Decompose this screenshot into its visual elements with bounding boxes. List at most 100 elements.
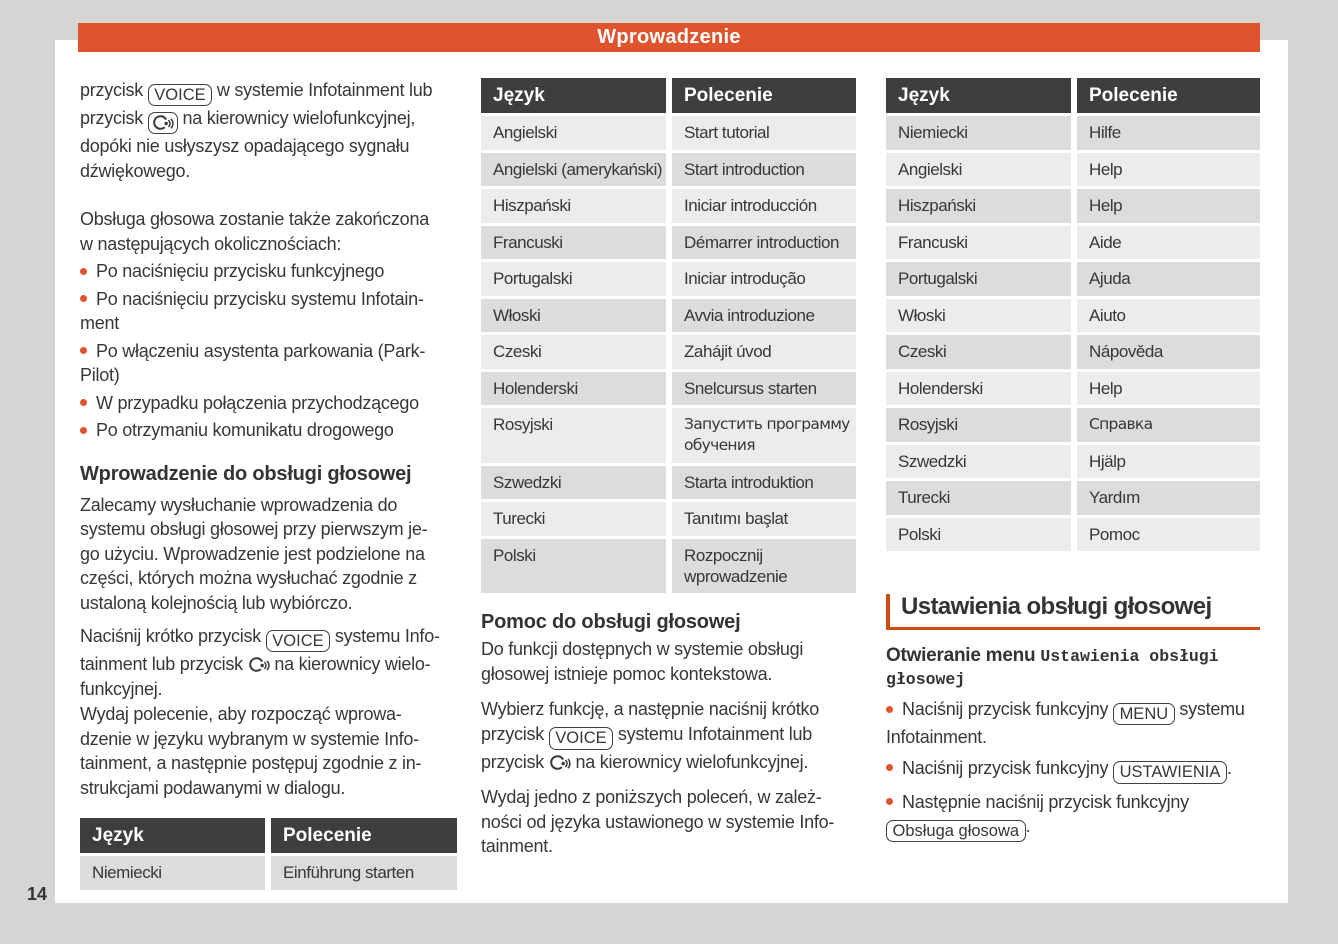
command-cell: Nápověda [1077,335,1260,369]
command-cell: Aiuto [1077,298,1260,332]
language-cell: Angielski [481,116,666,150]
open-menu-heading: Otwieranie menu Ustawienia obsługi głosow… [886,645,1219,689]
language-cell: Czeski [886,335,1071,369]
language-cell: Francuski [886,225,1071,259]
language-cell: Rosyjski [886,408,1071,442]
table-row: Angielski Start tutorial [481,116,856,150]
bullet-icon [80,347,87,354]
bullet-icon [886,705,893,713]
command-cell: Démarrer introduction [672,225,856,259]
menu-path-text: głosowej [886,670,966,689]
table-row: Niemiecki Hilfe [886,116,1260,150]
table-row: Francuski Démarrer introduction [481,225,856,259]
column-header: Polecenie [672,78,856,113]
end-conditions-paragraph: Obsługa głosowa zostanie także zakończon… [80,209,429,254]
command-cell: Ajuda [1077,262,1260,296]
select-function-paragraph: Wybierz funkcję, a następnie naciśnij kr… [481,699,820,772]
language-cell: Czeski [481,335,666,369]
table-row: Włoski Avvia introduzione [481,298,856,332]
bullet-item: W przypadku połączenia przychodzącego [80,391,457,416]
command-cell: Start tutorial [672,116,856,150]
right-column: Język Polecenie Niemiecki Hilfe Angielski Hel… [886,70,1260,848]
bullet-icon [80,267,87,275]
table-row: Polski Rozpocznij wprowadzenie [481,538,856,593]
column-header: Język [481,78,666,113]
VOICE-key-button: VOICE [147,83,213,106]
help-command-table: Język Polecenie Niemiecki Hilfe Angielski Hel… [886,78,1260,551]
table-row: Portugalski Iniciar introdução [481,262,856,296]
table-header-row: Język Polecenie [80,818,457,853]
german-intro-command-table: Język Polecenie Niemiecki Einführung starte… [80,818,457,890]
command-cell: Starta introduktion [672,465,856,499]
table-row: Turecki Yardım [886,481,1260,515]
language-cell: Włoski [886,298,1071,332]
command-cell: Yardım [1077,481,1260,515]
language-cell: Francuski [481,225,666,259]
command-cell: Zahájit úvod [672,335,856,369]
command-cell: Pomoc [1077,517,1260,551]
intro-command-table: Język Polecenie Angielski Start tutorial Ang… [481,78,856,593]
table-row: Rosyjski Справка [886,408,1260,442]
language-cell: Angielski (amerykański) [481,152,666,186]
page-number: 14 [27,884,48,904]
VOICE-key-button: VOICE [548,727,614,750]
table-row: Szwedzki Hjälp [886,444,1260,478]
language-cell: Hiszpański [886,189,1071,223]
table-row: Czeski Nápověda [886,335,1260,369]
command-cell: Hilfe [1077,116,1260,150]
page-title: Wprowadzenie [597,26,741,48]
bullet-item: Następnie naciśnij przycisk funkcyjny Obs… [886,790,1260,842]
voice-control-key-button [147,111,178,134]
table-row: Holenderski Help [886,371,1260,405]
VOICE-key-button: VOICE [265,629,331,652]
command-cell: Start introduction [672,152,856,186]
say-command-paragraph: Wydaj jedno z poniższych poleceń, w zale… [481,787,835,856]
end-conditions-list: Po naciśnięciu przycisku funkcyjnego Po n… [80,259,457,443]
command-cell: Avvia introduzione [672,298,856,332]
bullet-icon [80,399,87,406]
voice-control-icon [152,114,174,130]
language-cell: Angielski [886,152,1071,186]
table-row: Hiszpański Iniciar introducción [481,189,856,223]
bullet-icon [80,426,87,434]
column-header: Polecenie [1077,78,1260,113]
column-header: Polecenie [271,818,457,853]
language-cell: Włoski [481,298,666,332]
language-cell: Holenderski [886,371,1071,405]
table-row: Szwedzki Starta introduktion [481,465,856,499]
Obsługa głosowa-key-button: Obsługa głosowa [886,819,1026,842]
bullet-item: Po włączeniu asystenta parkowania (Park-… [80,340,426,385]
table-row: Portugalski Ajuda [886,262,1260,296]
press-voice-paragraph: Naciśnij krótko przycisk VOICE systemu I… [80,626,440,699]
USTAWIENIA-key-button: USTAWIENIA [1113,761,1227,784]
command-cell: Tanıtımı başlat [672,502,856,536]
command-cell: Aide [1077,225,1260,259]
bullet-icon [80,295,87,302]
table-row: Angielski (amerykański) Start introductio… [481,152,856,186]
command-cell: Hjälp [1077,444,1260,478]
language-cell: Portugalski [886,262,1071,296]
language-cell: Portugalski [481,262,666,296]
column-header: Język [886,78,1071,113]
table-row: Czeski Zahájit úvod [481,335,856,369]
table-row: Hiszpański Help [886,189,1260,223]
intro-voice-heading: Wprowadzenie do obsługi głosowej [80,462,412,485]
bullet-item: Naciśnij przycisk funkcyjny USTAWIENIA. [886,756,1260,784]
table-row: Turecki Tanıtımı başlat [481,502,856,536]
command-cell: Rozpocznij wprowadzenie [672,538,856,593]
left-column: przycisk VOICE w systemie Infotainment l… [80,70,457,893]
table-row: Angielski Help [886,152,1260,186]
command-cell: Help [1077,189,1260,223]
MENU-key-button: MENU [1113,702,1175,725]
menu-path-text: Ustawienia obsługi [1040,647,1219,666]
language-cell: Szwedzki [481,465,666,499]
table-header-row: Język Polecenie [886,78,1260,113]
intro-voice-paragraph: Zalecamy wysłuchanie wprowadzenia do syst… [80,494,428,613]
bullet-item: Naciśnij przycisk funkcyjny MENU systemu… [886,699,1245,747]
column-header: Język [80,818,265,853]
language-cell: Szwedzki [886,444,1071,478]
table-row: Rosyjski Запустить программу обучения [481,408,856,463]
command-cell: Iniciar introdução [672,262,856,296]
command-cell: Запустить программу обучения [672,408,856,463]
language-cell: Turecki [886,481,1071,515]
